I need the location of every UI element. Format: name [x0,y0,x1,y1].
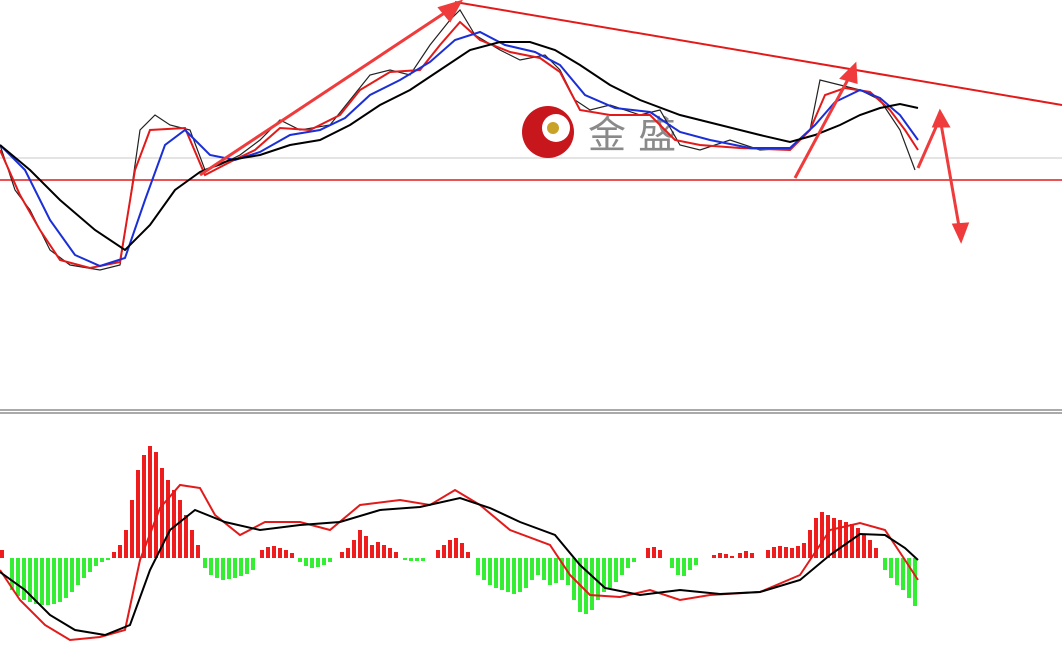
mid-ma [0,30,919,268]
macd-histogram-negative [10,558,917,614]
slow-ma [0,41,919,252]
arrow-head [437,0,463,23]
arrow-head [931,108,951,128]
logo-dot [547,122,559,134]
arrow [199,6,453,177]
macd-line [0,496,919,637]
annotation-arrows [199,0,970,244]
arrow [793,71,854,179]
macd-histogram-positive [0,446,878,558]
resistance-trendline [454,1,1062,106]
arrow-head [839,61,858,85]
arrow-head [951,222,970,244]
